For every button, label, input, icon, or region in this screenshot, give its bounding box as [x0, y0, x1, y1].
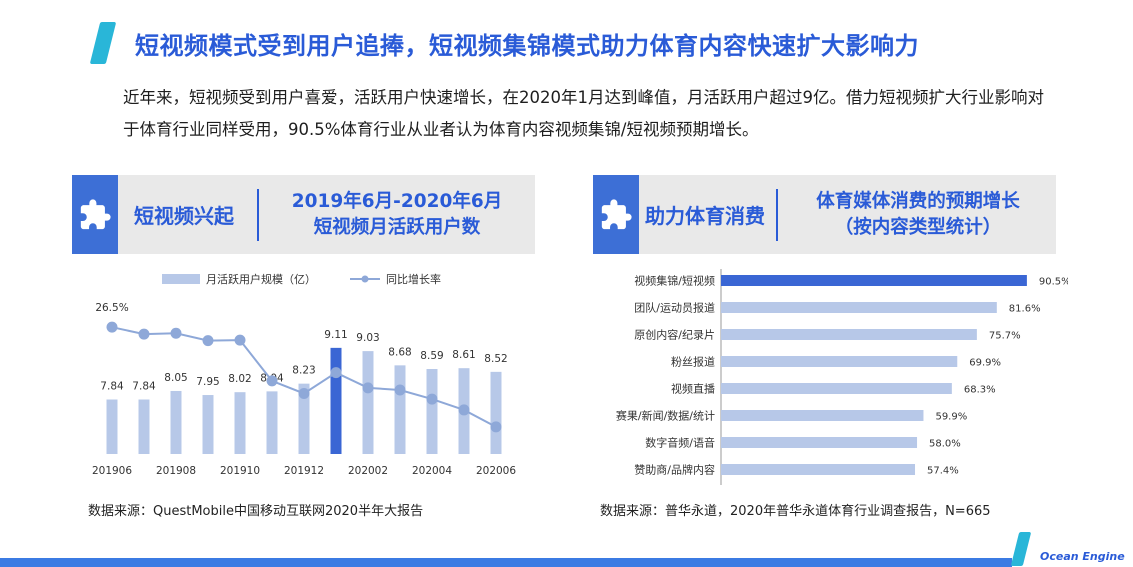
left-icon-box	[72, 175, 118, 254]
category-label: 原创内容/纪录片	[634, 328, 715, 342]
bar-value-label: 8.52	[484, 353, 507, 365]
growth-point	[458, 404, 470, 416]
bar	[202, 395, 214, 454]
bar	[298, 383, 310, 454]
bar-value-label: 90.5%	[1039, 277, 1068, 288]
legend-bar-swatch	[162, 274, 200, 284]
right-panel-divider	[776, 189, 778, 241]
category-label: 赞助商/品牌内容	[634, 463, 715, 477]
brand-logo: Ocean Engine	[1040, 550, 1125, 563]
bar	[721, 302, 997, 313]
bar-value-label: 59.9%	[935, 412, 967, 423]
bar-value-label: 8.68	[388, 346, 411, 358]
puzzle-icon	[80, 198, 111, 229]
bar	[721, 437, 918, 448]
bar-value-label: 8.05	[164, 372, 187, 384]
x-tick-label: 202002	[348, 465, 388, 477]
x-tick-label: 202006	[476, 465, 516, 477]
category-label: 赛果/新闻/数据/统计	[616, 409, 715, 423]
bar-value-label: 58.0%	[929, 439, 961, 450]
title-accent-bar	[89, 22, 117, 64]
right-subtitle-line1: 体育媒体消费的预期增长	[816, 191, 1020, 212]
left-panel-label: 短视频兴起	[134, 204, 234, 228]
bar	[490, 371, 502, 454]
bar-value-label: 8.23	[292, 365, 315, 377]
bar-value-label: 68.3%	[964, 385, 996, 396]
growth-point	[362, 382, 374, 394]
bar-value-label: 7.84	[100, 381, 124, 393]
left-subtitle-line2: 短视频月活跃用户数	[313, 217, 481, 238]
category-label: 粉丝报道	[671, 355, 715, 369]
x-tick-label: 201912	[284, 465, 324, 477]
bar-value-label: 7.84	[132, 381, 156, 393]
x-tick-label: 201906	[92, 465, 132, 477]
x-tick-label: 201908	[156, 465, 196, 477]
legend-line-label: 同比增长率	[386, 272, 441, 286]
growth-point	[138, 328, 150, 340]
left-subtitle-line1: 2019年6月-2020年6月	[291, 191, 503, 212]
bar-value-label: 69.9%	[969, 358, 1001, 369]
bar-value-label: 75.7%	[989, 331, 1021, 342]
content-growth-chart: 视频集锦/短视频 90.5% 团队/运动员报道 81.6% 原创内容/纪录片 75.7% 粉…	[616, 269, 1068, 485]
bar-value-label: 8.61	[452, 349, 475, 361]
right-icon-box	[593, 175, 639, 254]
right-source: 数据来源：普华永道，2020年普华永道体育行业调查报告，N=665	[600, 504, 991, 519]
intro-paragraph: 近年来，短视频受到用户喜爱，活跃用户快速增长，在2020年1月达到峰值，月活跃用…	[123, 88, 1044, 139]
growth-point	[394, 384, 406, 396]
bar-value-label: 57.4%	[927, 466, 959, 477]
mau-chart: 月活跃用户规模（亿）同比增长率7.847.848.057.958.028.048…	[92, 272, 516, 477]
category-label: 视频集锦/短视频	[634, 274, 715, 288]
bar	[721, 356, 958, 367]
growth-point	[298, 387, 310, 399]
bar-value-label: 7.95	[196, 376, 219, 388]
growth-point	[490, 421, 502, 433]
right-panel-subtitle: 体育媒体消费的预期增长 （按内容类型统计）	[788, 189, 1048, 241]
puzzle-icon	[601, 198, 632, 229]
left-panel-subtitle: 2019年6月-2020年6月 短视频月活跃用户数	[272, 189, 522, 241]
x-tick-label: 202004	[412, 465, 452, 477]
bar	[721, 329, 977, 340]
bar-value-label: 8.59	[420, 350, 443, 362]
bar	[394, 365, 406, 454]
bar	[106, 399, 118, 454]
growth-point	[170, 327, 182, 339]
bar	[721, 464, 916, 475]
category-label: 视频直播	[671, 382, 715, 396]
bar	[138, 399, 150, 454]
bar	[362, 351, 374, 454]
x-tick-label: 201910	[220, 465, 260, 477]
bar	[234, 392, 246, 454]
growth-point	[106, 321, 118, 333]
growth-point	[266, 375, 278, 387]
bar-value-label: 8.02	[228, 373, 251, 385]
footer-accent	[1010, 532, 1032, 566]
growth-point	[426, 393, 438, 405]
category-label: 数字音频/语音	[645, 436, 715, 450]
category-label: 团队/运动员报道	[634, 301, 715, 315]
bar	[721, 275, 1027, 286]
legend-bar-label: 月活跃用户规模（亿）	[206, 272, 316, 286]
bar	[170, 390, 182, 454]
bar	[426, 369, 438, 454]
bar	[721, 410, 924, 421]
footer-line	[0, 558, 1012, 567]
right-panel-label: 助力体育消费	[645, 204, 765, 228]
bar-value-label: 9.11	[324, 329, 347, 341]
left-panel-divider	[257, 189, 259, 241]
right-panel-header: 助力体育消费 体育媒体消费的预期增长 （按内容类型统计）	[593, 175, 1056, 254]
growth-point	[330, 367, 342, 379]
bar	[266, 391, 278, 454]
legend-line-marker	[361, 275, 369, 283]
bar-value-label: 9.03	[356, 332, 379, 344]
bar-value-label: 81.6%	[1009, 304, 1041, 315]
bar	[721, 383, 952, 394]
right-subtitle-line2: （按内容类型统计）	[834, 217, 1002, 238]
growth-value-label: 26.5%	[95, 302, 128, 314]
growth-point	[234, 334, 246, 346]
bar	[330, 347, 342, 454]
page-title: 短视频模式受到用户追捧，短视频集锦模式助力体育内容快速扩大影响力	[135, 32, 919, 60]
left-panel-header: 短视频兴起 2019年6月-2020年6月 短视频月活跃用户数	[72, 175, 535, 254]
growth-point	[202, 335, 214, 347]
left-source: 数据来源：QuestMobile中国移动互联网2020半年大报告	[88, 504, 424, 519]
